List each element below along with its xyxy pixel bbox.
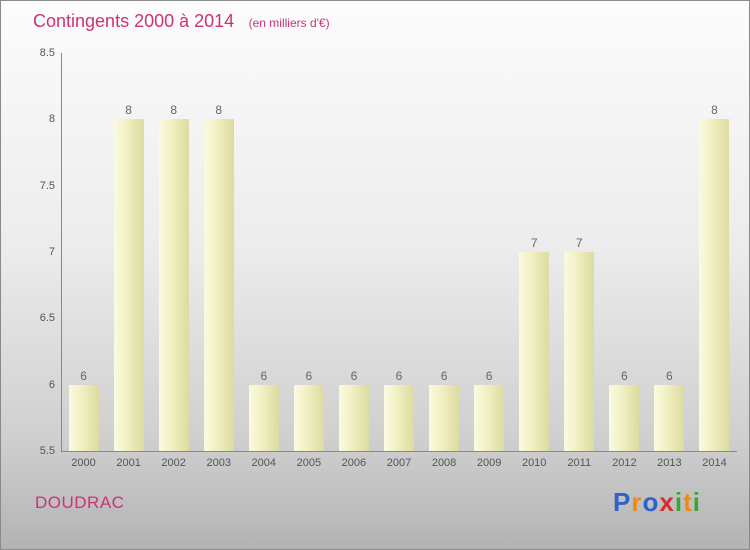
logo-letter: P xyxy=(613,487,632,517)
y-tick-label: 6 xyxy=(48,378,55,391)
bar-value-label: 6 xyxy=(260,368,268,383)
bar-2010 xyxy=(519,252,550,451)
bar-2004 xyxy=(248,384,279,451)
bar-2007 xyxy=(384,384,414,451)
x-tick-label: 2007 xyxy=(386,457,412,469)
bar-value-label: 6 xyxy=(440,368,448,383)
x-tick-label: 2006 xyxy=(341,457,367,469)
bar-2001 xyxy=(113,119,144,451)
bar-value-label: 6 xyxy=(666,368,673,383)
proxiti-logo[interactable]: Proxiti xyxy=(613,487,701,518)
bar-2009 xyxy=(474,384,505,451)
logo-letter: x xyxy=(659,487,675,517)
x-tick-label: 2004 xyxy=(251,457,277,469)
bar-value-label: 8 xyxy=(215,103,223,118)
x-tick-label: 2003 xyxy=(206,457,231,469)
bar-2006 xyxy=(338,384,369,451)
x-tick-label: 2014 xyxy=(702,457,727,469)
y-tick-label: 8.5 xyxy=(39,47,55,59)
y-tick-label: 7.5 xyxy=(39,179,55,192)
x-tick-label: 2008 xyxy=(431,457,457,469)
bar-2005 xyxy=(293,384,324,451)
bar-value-label: 7 xyxy=(530,236,538,250)
bar-2014 xyxy=(699,119,730,451)
bar-value-label: 6 xyxy=(620,368,628,383)
x-tick-label: 2001 xyxy=(116,457,141,469)
bar-2011 xyxy=(564,252,595,451)
bar-value-label: 8 xyxy=(125,103,132,118)
bar-value-label: 6 xyxy=(485,368,493,383)
chart-title: Contingents 2000 à 2014 xyxy=(33,11,235,31)
bar-value-label: 6 xyxy=(305,368,313,383)
bar-value-label: 6 xyxy=(80,368,87,383)
place-name: DOUDRAC xyxy=(35,493,125,512)
bar-2008 xyxy=(429,384,460,451)
x-axis-line xyxy=(61,451,737,452)
x-tick-label: 2000 xyxy=(71,457,96,469)
plot-area: 6 8 8 8 6 6 6 6 6 6 7 7 6 6 8 xyxy=(61,53,737,451)
bar-2000 xyxy=(68,384,99,451)
x-tick-label: 2005 xyxy=(296,457,322,469)
bar-value-label: 6 xyxy=(350,368,358,383)
bar-value-label: 8 xyxy=(170,103,177,118)
x-tick-label: 2013 xyxy=(657,457,682,469)
logo-letter: i xyxy=(692,487,701,517)
x-tick-label: 2009 xyxy=(476,457,502,469)
x-tick-label: 2002 xyxy=(161,457,186,469)
x-tick-label: 2012 xyxy=(612,457,637,469)
y-tick-label: 8 xyxy=(48,113,55,126)
y-tick-label: 6.5 xyxy=(39,312,55,325)
chart-header: Contingents 2000 à 2014 (en milliers d'€… xyxy=(33,11,330,32)
y-axis-line xyxy=(61,53,62,452)
logo-letter: i xyxy=(674,487,684,517)
chart-subtitle: (en milliers d'€) xyxy=(248,16,330,30)
bar-2013 xyxy=(654,384,685,451)
logo-letter: t xyxy=(683,487,693,517)
bar-2002 xyxy=(158,119,189,451)
y-tick-label: 5.5 xyxy=(39,445,55,457)
logo-letter: o xyxy=(642,487,660,517)
x-tick-label: 2011 xyxy=(567,457,592,469)
bar-2012 xyxy=(609,384,640,451)
x-tick-label: 2010 xyxy=(521,457,547,469)
bar-value-label: 8 xyxy=(711,103,718,118)
bar-2003 xyxy=(203,119,234,451)
bar-value-label: 6 xyxy=(395,368,403,383)
y-tick-label: 7 xyxy=(48,246,55,258)
bar-value-label: 7 xyxy=(575,236,583,250)
logo-letter: r xyxy=(631,487,643,517)
